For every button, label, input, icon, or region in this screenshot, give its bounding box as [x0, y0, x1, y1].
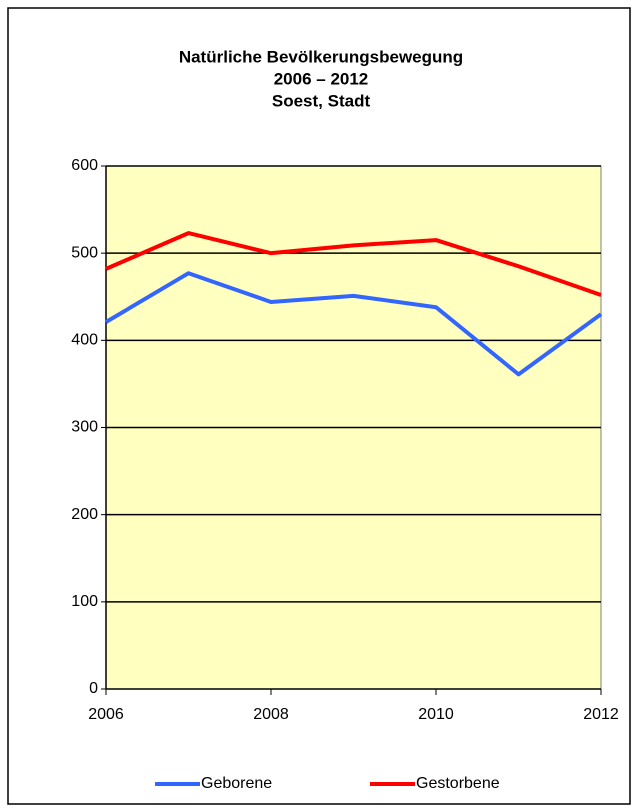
legend-label: Geborene [201, 775, 272, 792]
line-series [104, 271, 603, 377]
legend-label: Gestorbene [416, 775, 500, 792]
y-tick-label: 600 [71, 157, 98, 174]
y-tick-label: 300 [71, 419, 98, 436]
x-tick-label: 2006 [88, 706, 124, 723]
y-tick-label: 0 [89, 680, 98, 697]
chart-title: Natürliche Bevölkerungsbewegung [179, 47, 463, 66]
y-tick-label: 100 [71, 593, 98, 610]
x-tick-label: 2010 [418, 706, 454, 723]
chart-subtitle: 2006 – 2012 [274, 69, 369, 88]
y-tick-label: 400 [71, 332, 98, 349]
x-tick-label: 2012 [583, 706, 619, 723]
y-tick-label: 500 [71, 244, 98, 261]
line-series [105, 231, 602, 297]
chart-subtitle: Soest, Stadt [272, 91, 371, 110]
y-tick-label: 200 [71, 506, 98, 523]
x-tick-label: 2008 [253, 706, 289, 723]
